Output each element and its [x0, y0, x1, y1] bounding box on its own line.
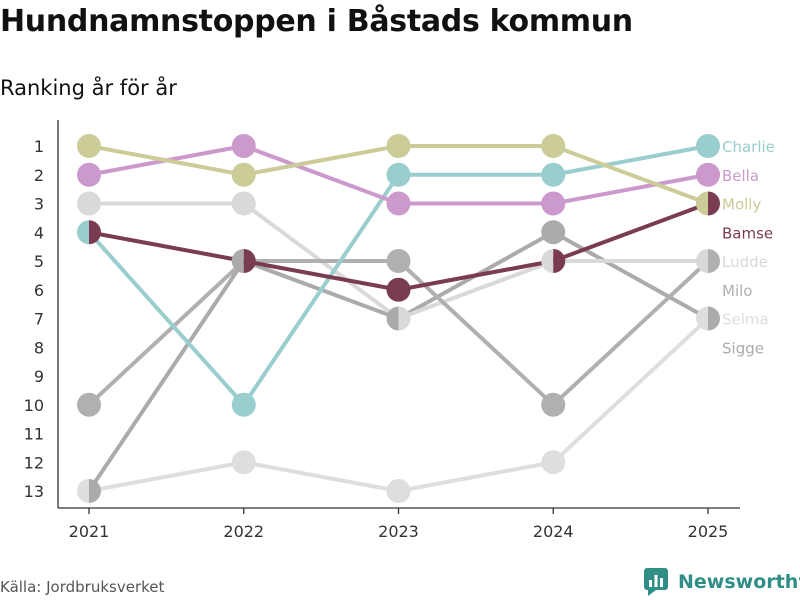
series-point-charlie [77, 220, 89, 245]
series-point-charlie [696, 134, 720, 158]
x-tick-label: 2025 [688, 522, 729, 541]
series-point-sigge [386, 306, 399, 331]
series-point-selma [231, 450, 256, 475]
x-tick-label: 2024 [533, 522, 574, 541]
series-point-bella [541, 191, 566, 216]
series-point-ludde [231, 191, 256, 216]
y-tick-label: 2 [34, 166, 44, 185]
series-label-bella: Bella [722, 167, 759, 185]
series-point-molly [231, 162, 256, 187]
x-tick-label: 2021 [69, 522, 110, 541]
series-label-molly: Molly [722, 196, 761, 214]
series-point-sigge [89, 479, 101, 503]
y-tick-label: 9 [34, 367, 44, 386]
series-point-bamse [553, 249, 566, 273]
series-point-ludde [696, 249, 708, 273]
series-point-charlie [231, 392, 256, 417]
series-point-selma [77, 479, 89, 503]
series-point-molly [696, 191, 708, 216]
series-point-selma [696, 306, 708, 331]
series-point-milo [541, 392, 566, 417]
series-label-selma: Selma [722, 311, 769, 329]
series-label-sigge: Sigge [722, 339, 764, 357]
series-point-charlie [386, 162, 411, 187]
y-tick-label: 11 [24, 425, 44, 444]
brand-name: Newsworthy [678, 571, 800, 593]
series-point-ludde [398, 306, 411, 331]
source-note: Källa: Jordbruksverket [0, 578, 165, 596]
series-label-milo: Milo [722, 282, 752, 300]
series-point-bamse [708, 191, 720, 216]
series-point-bamse [386, 277, 411, 302]
y-tick-label: 1 [34, 137, 44, 156]
series-point-bella [77, 162, 101, 187]
y-tick-label: 13 [24, 482, 44, 501]
series-point-sigge [541, 220, 566, 245]
series-point-sigge [231, 249, 244, 273]
series-line-bamse [87, 201, 710, 292]
series-point-selma [541, 450, 566, 475]
series-point-charlie [541, 162, 566, 187]
series-point-bamse [89, 220, 101, 245]
series-label-bamse: Bamse [722, 224, 773, 242]
y-tick-label: 3 [34, 195, 44, 214]
chart-title: Hundnamnstoppen i Båstads kommun [0, 4, 633, 39]
series-point-bella [386, 191, 411, 216]
series-point-molly [77, 134, 101, 158]
series-point-molly [541, 134, 566, 158]
y-tick-label: 10 [24, 396, 44, 415]
bar-chart-logo-icon [644, 568, 668, 596]
series-point-ludde [77, 191, 101, 216]
series-label-charlie: Charlie [722, 138, 775, 156]
y-tick-label: 6 [34, 281, 44, 300]
x-tick-label: 2022 [223, 522, 264, 541]
y-tick-label: 4 [34, 223, 44, 242]
brand-logo: Newsworthy [644, 568, 800, 596]
series-point-bamse [243, 249, 256, 273]
series-point-bella [696, 162, 720, 187]
series-point-selma [386, 479, 411, 503]
series-point-sigge [708, 306, 720, 331]
series-line-selma [87, 316, 710, 493]
series-point-ludde [541, 249, 554, 273]
y-tick-label: 12 [24, 453, 44, 472]
y-tick-label: 8 [34, 338, 44, 357]
series-point-milo [386, 249, 411, 273]
y-tick-label: 7 [34, 310, 44, 329]
series-point-milo [708, 249, 720, 273]
series-label-ludde: Ludde [722, 253, 768, 271]
series-point-bella [231, 134, 256, 158]
series-point-molly [386, 134, 411, 158]
y-tick-label: 5 [34, 252, 44, 271]
series-point-milo [77, 392, 101, 417]
chart-subtitle: Ranking år för år [0, 76, 177, 100]
x-tick-label: 2023 [378, 522, 419, 541]
